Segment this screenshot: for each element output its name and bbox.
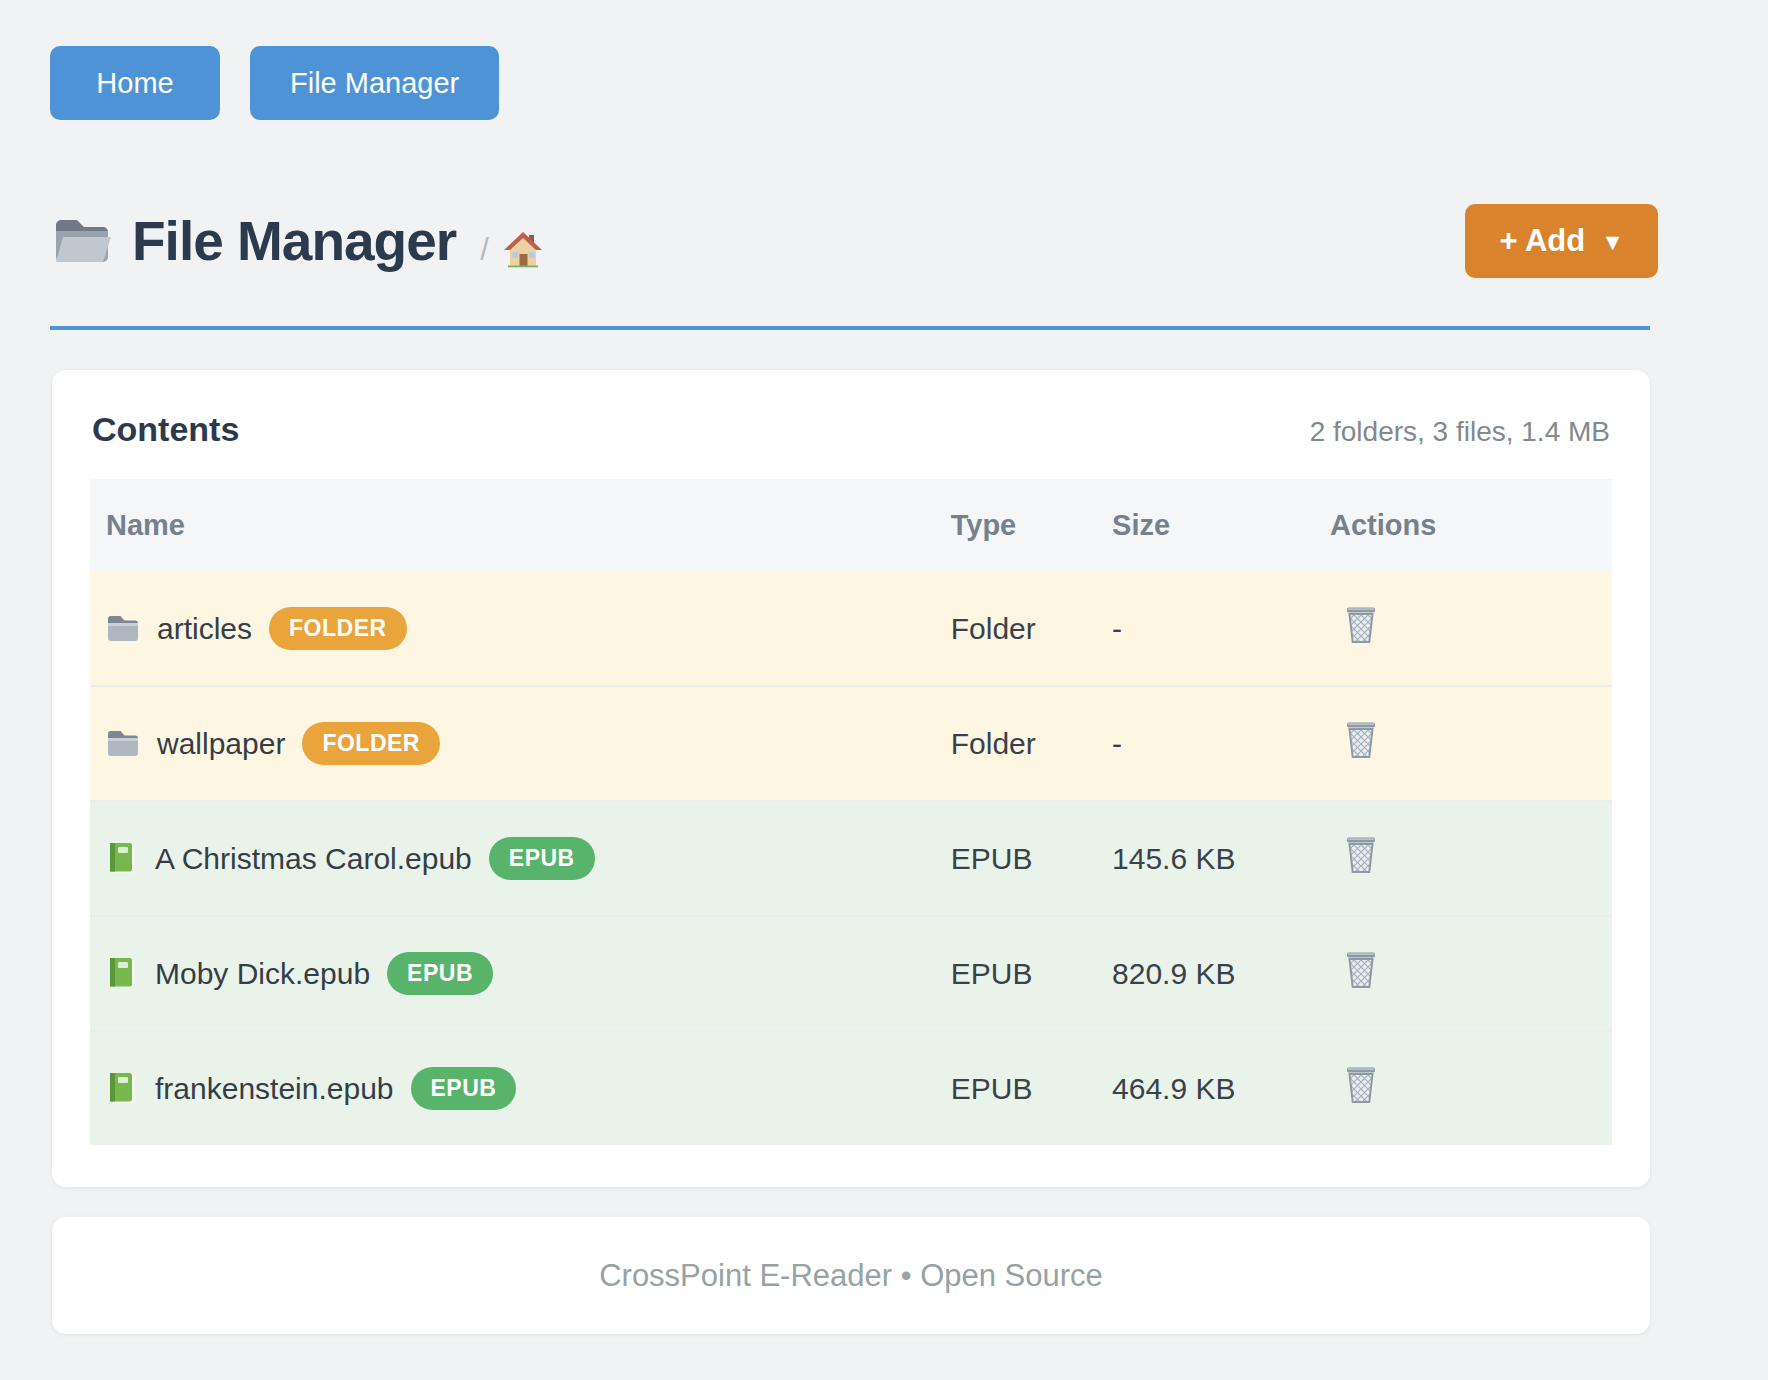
green-book-icon <box>106 841 138 877</box>
header-divider <box>50 326 1650 330</box>
table-row: frankenstein.epub EPUB EPUB 464.9 KB <box>90 1031 1612 1145</box>
table-row: A Christmas Carol.epub EPUB EPUB 145.6 K… <box>90 801 1612 916</box>
column-header-type: Type <box>935 479 1096 572</box>
item-type: EPUB <box>935 916 1096 1031</box>
trash-icon <box>1344 950 1378 990</box>
item-size: 145.6 KB <box>1096 801 1300 916</box>
trash-icon <box>1344 605 1378 645</box>
contents-summary: 2 folders, 3 files, 1.4 MB <box>1310 416 1610 448</box>
table-row: articles FOLDER Folder - <box>90 572 1612 686</box>
green-book-icon <box>106 956 138 992</box>
breadcrumb-separator: / <box>480 232 489 268</box>
folder-badge: FOLDER <box>269 607 407 650</box>
folder-icon <box>106 728 140 760</box>
footer-text: CrossPoint E-Reader • Open Source <box>599 1258 1103 1294</box>
green-book-icon <box>106 1071 138 1107</box>
epub-badge: EPUB <box>411 1067 517 1110</box>
footer: CrossPoint E-Reader • Open Source <box>52 1217 1650 1334</box>
house-icon[interactable] <box>503 231 543 269</box>
delete-button[interactable] <box>1344 1065 1378 1105</box>
contents-card-header: Contents 2 folders, 3 files, 1.4 MB <box>92 410 1610 449</box>
item-type: Folder <box>935 572 1096 686</box>
caret-down-icon: ▼ <box>1601 229 1624 256</box>
contents-card: Contents 2 folders, 3 files, 1.4 MB Name… <box>52 370 1650 1187</box>
item-name-link[interactable]: articles <box>157 612 252 646</box>
epub-badge: EPUB <box>387 952 493 995</box>
folder-badge: FOLDER <box>302 722 440 765</box>
nav-home-button[interactable]: Home <box>50 46 220 120</box>
trash-icon <box>1344 835 1378 875</box>
trash-icon <box>1344 720 1378 760</box>
trash-icon <box>1344 1065 1378 1105</box>
table-row: Moby Dick.epub EPUB EPUB 820.9 KB <box>90 916 1612 1031</box>
item-size: 820.9 KB <box>1096 916 1300 1031</box>
epub-badge: EPUB <box>489 837 595 880</box>
add-button-label: + Add <box>1499 223 1585 259</box>
page-title: File Manager <box>132 209 456 273</box>
item-size: - <box>1096 572 1300 686</box>
item-name-link[interactable]: wallpaper <box>157 727 285 761</box>
breadcrumb: / <box>480 231 543 269</box>
top-nav: Home File Manager <box>0 0 1768 120</box>
file-table: Name Type Size Actions articles FOLDER F… <box>90 479 1612 1145</box>
add-button[interactable]: + Add ▼ <box>1465 204 1658 278</box>
nav-file-manager-button[interactable]: File Manager <box>250 46 499 120</box>
item-type: EPUB <box>935 801 1096 916</box>
delete-button[interactable] <box>1344 605 1378 645</box>
folder-icon <box>106 613 140 645</box>
column-header-name: Name <box>90 479 935 572</box>
page-header: File Manager / + Add ▼ <box>52 204 1658 278</box>
delete-button[interactable] <box>1344 950 1378 990</box>
item-size: 464.9 KB <box>1096 1031 1300 1145</box>
item-name-link[interactable]: frankenstein.epub <box>155 1072 394 1106</box>
folder-icon <box>52 215 112 267</box>
table-header-row: Name Type Size Actions <box>90 479 1612 572</box>
item-type: EPUB <box>935 1031 1096 1145</box>
item-size: - <box>1096 686 1300 801</box>
item-type: Folder <box>935 686 1096 801</box>
column-header-size: Size <box>1096 479 1300 572</box>
table-row: wallpaper FOLDER Folder - <box>90 686 1612 801</box>
delete-button[interactable] <box>1344 835 1378 875</box>
contents-heading: Contents <box>92 410 239 449</box>
delete-button[interactable] <box>1344 720 1378 760</box>
column-header-actions: Actions <box>1300 479 1612 572</box>
item-name-link[interactable]: A Christmas Carol.epub <box>155 842 472 876</box>
item-name-link[interactable]: Moby Dick.epub <box>155 957 370 991</box>
